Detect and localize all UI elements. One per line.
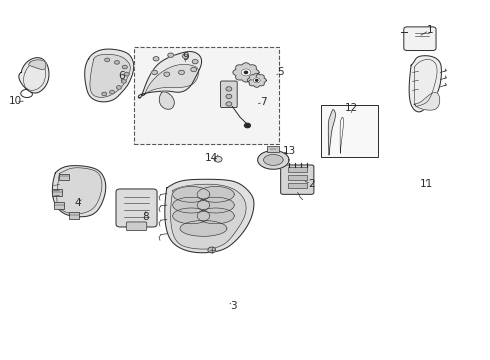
Circle shape <box>117 86 122 89</box>
Polygon shape <box>138 51 201 98</box>
Text: 3: 3 <box>230 301 237 311</box>
Circle shape <box>245 71 247 73</box>
Text: 11: 11 <box>420 179 433 189</box>
Circle shape <box>164 72 170 76</box>
Text: 2: 2 <box>308 179 315 189</box>
Text: 8: 8 <box>143 212 149 221</box>
Circle shape <box>153 57 159 61</box>
Bar <box>54 202 64 209</box>
Polygon shape <box>180 221 227 236</box>
Bar <box>288 183 307 188</box>
Circle shape <box>152 70 158 75</box>
Bar <box>134 47 279 144</box>
Circle shape <box>241 69 251 76</box>
Polygon shape <box>233 63 259 82</box>
Text: 13: 13 <box>282 145 295 156</box>
FancyBboxPatch shape <box>126 222 147 230</box>
Polygon shape <box>414 93 440 110</box>
Circle shape <box>256 80 258 81</box>
Polygon shape <box>172 208 210 224</box>
Polygon shape <box>197 186 234 202</box>
Circle shape <box>253 78 260 83</box>
Polygon shape <box>19 58 49 93</box>
Text: 7: 7 <box>260 97 267 107</box>
Polygon shape <box>172 186 210 202</box>
Polygon shape <box>29 60 46 69</box>
Circle shape <box>122 80 126 83</box>
Text: 4: 4 <box>74 198 81 208</box>
Bar <box>288 167 307 172</box>
Polygon shape <box>197 208 234 224</box>
Circle shape <box>182 54 188 58</box>
Text: 12: 12 <box>345 103 358 113</box>
Polygon shape <box>264 154 283 165</box>
Polygon shape <box>85 49 134 102</box>
Polygon shape <box>172 197 210 213</box>
Bar <box>268 145 279 152</box>
Polygon shape <box>197 197 234 213</box>
Bar <box>52 189 62 196</box>
Text: 14: 14 <box>205 153 219 163</box>
Circle shape <box>115 60 120 64</box>
Text: 10: 10 <box>9 96 22 106</box>
FancyBboxPatch shape <box>281 165 314 194</box>
Circle shape <box>192 59 198 64</box>
Circle shape <box>191 67 196 72</box>
Polygon shape <box>165 179 254 253</box>
Bar <box>59 174 69 180</box>
Polygon shape <box>90 54 130 97</box>
Circle shape <box>102 92 107 96</box>
Polygon shape <box>143 64 198 96</box>
Circle shape <box>214 156 222 162</box>
Polygon shape <box>159 92 174 109</box>
FancyBboxPatch shape <box>220 81 237 108</box>
Polygon shape <box>57 168 102 214</box>
Bar <box>321 104 378 157</box>
Circle shape <box>226 94 232 99</box>
Circle shape <box>124 72 129 76</box>
Circle shape <box>226 87 232 91</box>
Circle shape <box>178 70 184 75</box>
Text: 5: 5 <box>277 67 284 77</box>
Circle shape <box>122 65 127 69</box>
FancyBboxPatch shape <box>116 189 157 227</box>
Polygon shape <box>328 109 336 155</box>
Circle shape <box>168 53 173 57</box>
Circle shape <box>226 102 232 106</box>
Polygon shape <box>171 184 246 249</box>
FancyBboxPatch shape <box>404 27 436 50</box>
Polygon shape <box>247 73 266 87</box>
Text: 6: 6 <box>119 71 125 81</box>
Text: 1: 1 <box>426 25 433 35</box>
Polygon shape <box>52 166 106 217</box>
Circle shape <box>208 247 216 253</box>
Circle shape <box>105 58 110 62</box>
Text: 9: 9 <box>182 52 189 62</box>
Polygon shape <box>409 56 441 112</box>
Circle shape <box>245 123 250 128</box>
Bar <box>288 175 307 180</box>
Bar <box>69 212 79 219</box>
Circle shape <box>110 90 115 94</box>
Polygon shape <box>258 150 289 169</box>
